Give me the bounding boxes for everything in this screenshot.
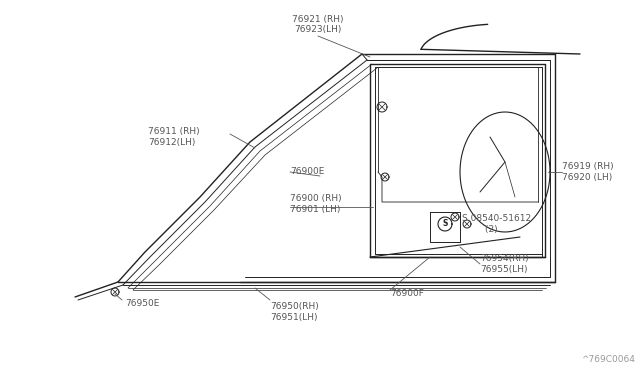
- Text: S 08540-51612
        (2): S 08540-51612 (2): [462, 214, 531, 234]
- Text: 76921 (RH)
76923(LH): 76921 (RH) 76923(LH): [292, 15, 344, 34]
- Text: 76950(RH)
76951(LH): 76950(RH) 76951(LH): [270, 302, 319, 322]
- Text: 76900 (RH)
76901 (LH): 76900 (RH) 76901 (LH): [290, 194, 342, 214]
- Text: 76950E: 76950E: [125, 299, 159, 308]
- Text: 76900F: 76900F: [390, 289, 424, 298]
- Text: 76954(RH)
76955(LH): 76954(RH) 76955(LH): [480, 254, 529, 274]
- Text: 76900E: 76900E: [290, 167, 324, 176]
- Text: ^769C0064: ^769C0064: [581, 355, 635, 364]
- Text: 76919 (RH)
76920 (LH): 76919 (RH) 76920 (LH): [562, 162, 614, 182]
- Text: 76911 (RH)
76912(LH): 76911 (RH) 76912(LH): [148, 127, 200, 147]
- Text: S: S: [442, 219, 448, 228]
